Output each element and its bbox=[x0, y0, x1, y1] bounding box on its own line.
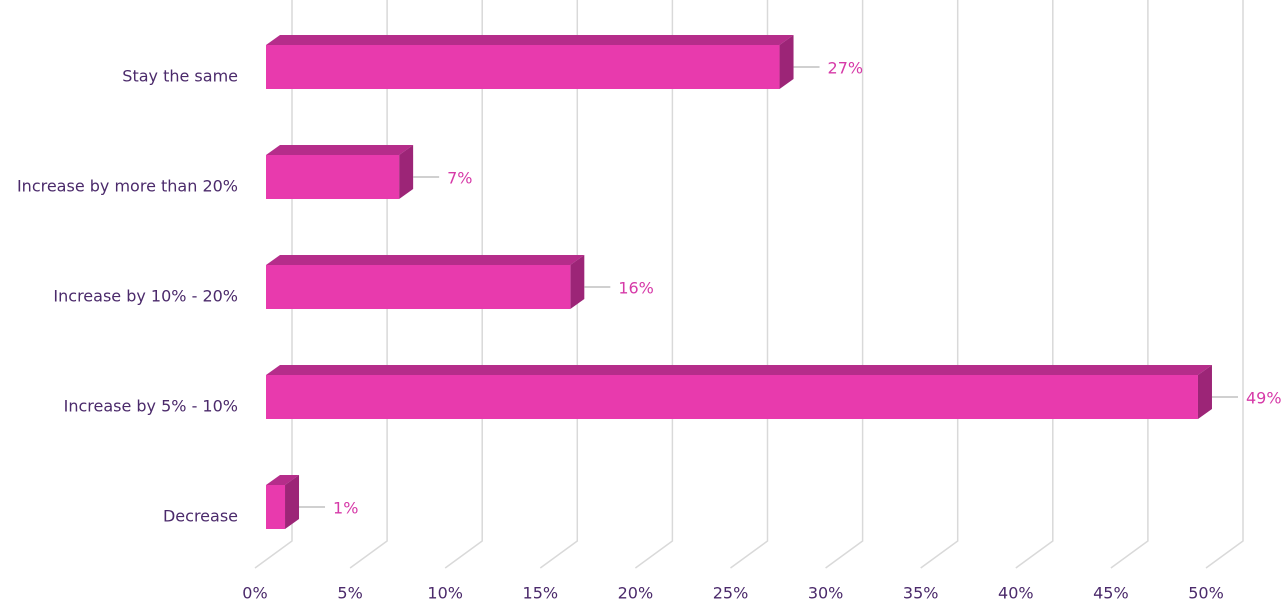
bar bbox=[266, 155, 400, 199]
grid-line bbox=[634, 0, 674, 569]
x-tick-label: 0% bbox=[242, 584, 267, 603]
bar-top bbox=[266, 35, 794, 45]
x-tick-label: 40% bbox=[998, 584, 1034, 603]
bar-side bbox=[1197, 365, 1212, 419]
x-tick-label: 50% bbox=[1188, 584, 1224, 603]
x-tick-label: 45% bbox=[1093, 584, 1129, 603]
bar-top bbox=[266, 145, 414, 155]
bar-side bbox=[779, 35, 794, 89]
bar-side bbox=[399, 145, 414, 199]
category-label: Increase by more than 20% bbox=[17, 177, 238, 196]
bar-top bbox=[266, 255, 585, 265]
x-tick-label: 10% bbox=[427, 584, 463, 603]
bar-side bbox=[570, 255, 585, 309]
x-tick-label: 25% bbox=[713, 584, 749, 603]
value-label: 1% bbox=[333, 499, 358, 518]
grid-line bbox=[920, 0, 959, 569]
category-label: Increase by 5% - 10% bbox=[64, 397, 238, 416]
x-tick-label: 35% bbox=[903, 584, 939, 603]
bar bbox=[266, 375, 1198, 419]
x-tick-label: 20% bbox=[618, 584, 654, 603]
value-label: 16% bbox=[618, 279, 654, 298]
grid-line bbox=[539, 0, 579, 569]
category-label: Stay the same bbox=[122, 67, 238, 86]
category-label: Increase by 10% - 20% bbox=[53, 287, 238, 306]
grid-line bbox=[1205, 0, 1244, 569]
value-label: 7% bbox=[447, 169, 472, 188]
category-label: Decrease bbox=[163, 507, 238, 526]
x-tick-label: 5% bbox=[337, 584, 362, 603]
x-tick-label: 15% bbox=[523, 584, 559, 603]
bar-top bbox=[266, 475, 300, 485]
grid-line bbox=[730, 0, 769, 569]
bar bbox=[266, 45, 780, 89]
grid-line bbox=[825, 0, 864, 569]
value-label: 49% bbox=[1246, 389, 1282, 408]
value-label: 27% bbox=[828, 59, 864, 78]
grid-line bbox=[444, 0, 483, 569]
bar-side bbox=[285, 475, 300, 529]
bar-top bbox=[266, 365, 1212, 375]
bar bbox=[266, 265, 571, 309]
grid-line bbox=[1110, 0, 1149, 569]
x-tick-label: 30% bbox=[808, 584, 844, 603]
bar bbox=[266, 485, 286, 529]
grid-line bbox=[1015, 0, 1054, 569]
